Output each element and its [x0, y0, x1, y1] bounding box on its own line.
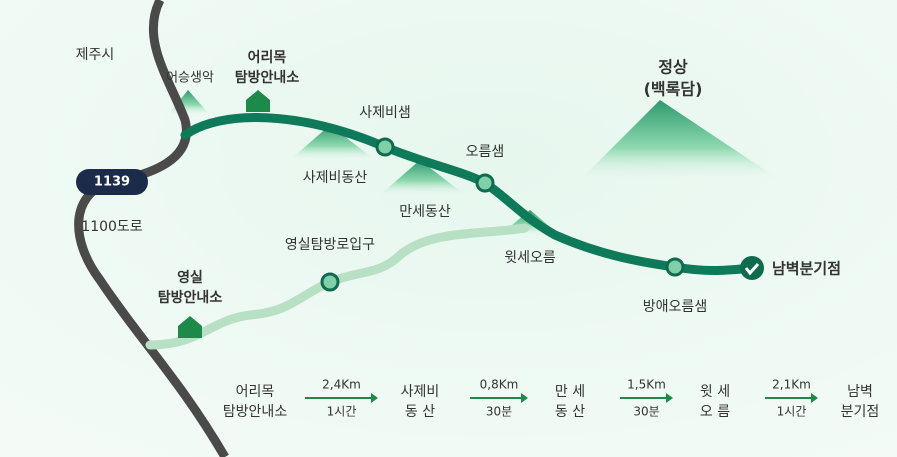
- route-stop: 분기점: [841, 404, 880, 420]
- place-label: 사제비동산: [303, 170, 368, 186]
- leg-arrowhead: [666, 393, 673, 403]
- place-label: 오름샘: [466, 144, 505, 160]
- road-number: 1139: [94, 175, 130, 190]
- route-stop: 만 세: [555, 384, 585, 400]
- place-label: 사제비샘: [359, 105, 411, 121]
- place-label: 1100도로: [81, 219, 143, 235]
- route-stop: 탐방안내소: [223, 404, 288, 420]
- place-label: 윗세오름: [504, 250, 556, 266]
- place-label: 방애오름샘: [643, 299, 707, 315]
- leg-distance: 0,8Km: [480, 378, 519, 392]
- place-label: 만세동산: [399, 204, 451, 220]
- leg-time: 30분: [633, 405, 659, 419]
- leg-distance: 1,5Km: [627, 378, 666, 392]
- visitor-centers: [178, 90, 270, 338]
- place-label: (백록담): [644, 80, 703, 99]
- leg-arrowhead: [371, 393, 378, 403]
- leg-time: 1시간: [777, 405, 807, 419]
- place-label: 남벽분기점: [772, 260, 841, 278]
- leg-distance: 2,1Km: [772, 378, 811, 392]
- route-stop: 오 름: [700, 404, 730, 420]
- route-stop: 윗 세: [700, 384, 730, 400]
- place-label: 탐방안내소: [158, 289, 223, 306]
- trail-nodes: [320, 137, 764, 292]
- place-label: 영실: [177, 269, 203, 286]
- place-label: 어승생악: [166, 71, 214, 86]
- leg-time: 30분: [486, 405, 512, 419]
- route-stop: 동 산: [405, 404, 435, 420]
- leg-arrowhead: [811, 393, 818, 403]
- road-badge: [76, 169, 148, 195]
- place-label: 탐방안내소: [235, 69, 300, 86]
- route-stop: 사제비: [401, 384, 440, 400]
- place-label: 정상: [658, 58, 688, 77]
- route-stop: 어리목: [236, 384, 275, 400]
- leg-time: 1시간: [327, 405, 357, 419]
- route-stop: 남벽: [847, 384, 873, 400]
- leg-distance: 2,4Km: [322, 378, 361, 392]
- place-label: 영실탐방로입구: [285, 237, 375, 253]
- place-label: 어리목: [248, 49, 287, 66]
- map-labels: 제주시어승생악어리목탐방안내소사제비샘사제비동산오름샘만세동산정상(백록담)11…: [76, 47, 841, 315]
- leg-arrowhead: [521, 393, 528, 403]
- place-label: 제주시: [76, 47, 115, 63]
- route-stop: 동 산: [555, 404, 585, 420]
